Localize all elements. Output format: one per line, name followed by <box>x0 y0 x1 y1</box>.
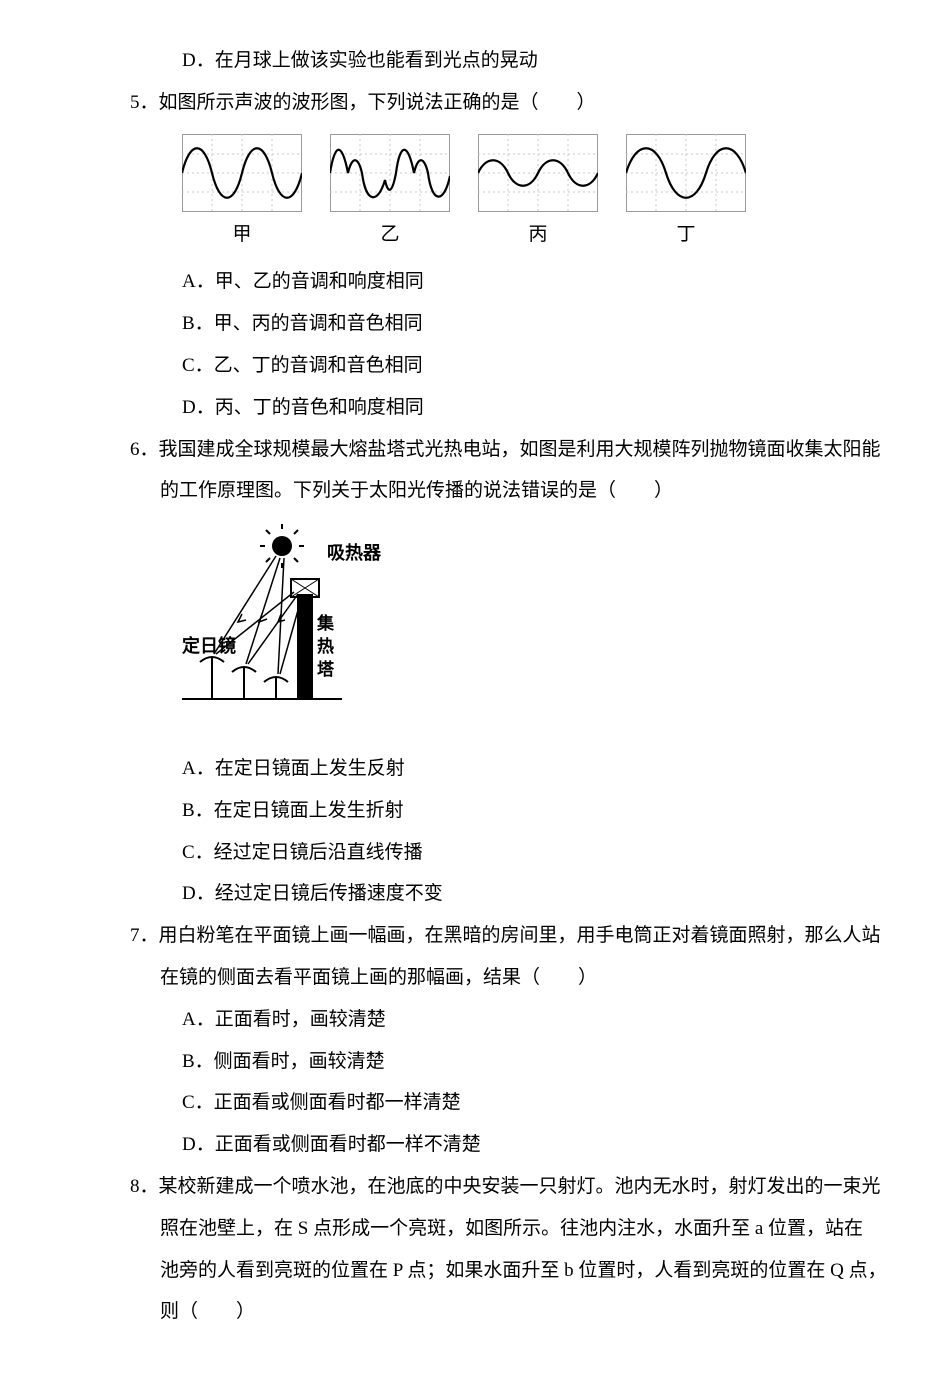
tower-label-2: 热 <box>317 636 334 656</box>
tower-icon <box>297 594 313 699</box>
q7-option-b-text: B．侧面看时，画较清楚 <box>182 1051 385 1072</box>
q8-stem1-text: 8．某校新建成一个喷水池，在池底的中央安装一只射灯。池内无水时，射灯发出的一束光 <box>130 1176 881 1197</box>
q6-stem-line1: 6．我国建成全球规模最大熔盐塔式光热电站，如图是利用大规模阵列抛物镜面收集太阳能 <box>130 429 950 471</box>
q6-option-c-text: C．经过定日镜后沿直线传播 <box>182 842 423 863</box>
q7-stem1-text: 7．用白粉笔在平面镜上画一幅画，在黑暗的房间里，用手电筒正对着镜面照射，那么人站 <box>130 925 881 946</box>
wave-bing-svg <box>478 134 598 212</box>
wave-ding-svg <box>626 134 746 212</box>
reflected-rays <box>216 592 302 674</box>
q6-stem-line2: 的工作原理图。下列关于太阳光传播的说法错误的是（ ） <box>130 470 950 512</box>
q5-option-a-text: A．甲、乙的音调和响度相同 <box>182 271 424 292</box>
q6-option-d: D．经过定日镜后传播速度不变 <box>130 873 950 915</box>
q4-option-d-text: D．在月球上做该实验也能看到光点的晃动 <box>182 50 538 71</box>
q5-option-b-text: B．甲、丙的音调和音色相同 <box>182 313 423 334</box>
q6-option-d-text: D．经过定日镜后传播速度不变 <box>182 883 443 904</box>
q6-option-a-text: A．在定日镜面上发生反射 <box>182 758 405 779</box>
q5-waveforms: 甲 乙 <box>130 134 950 256</box>
wave-bing-label: 丙 <box>528 214 547 256</box>
q7-option-c-text: C．正面看或侧面看时都一样清楚 <box>182 1092 461 1113</box>
q8-stem-line2: 照在池壁上，在 S 点形成一个亮斑，如图所示。往池内注水，水面升至 a 位置，站… <box>130 1208 950 1250</box>
wave-bing: 丙 <box>478 134 598 256</box>
heliostat-icon <box>200 657 288 699</box>
absorber-label: 吸热器 <box>327 542 382 563</box>
q6-stem1-text: 6．我国建成全球规模最大熔盐塔式光热电站，如图是利用大规模阵列抛物镜面收集太阳能 <box>130 439 881 460</box>
wave-yi-svg <box>330 134 450 212</box>
q6-stem2-text: 的工作原理图。下列关于太阳光传播的说法错误的是（ ） <box>160 480 673 501</box>
q5-stem-text: 5．如图所示声波的波形图，下列说法正确的是（ ） <box>130 92 596 113</box>
q8-stem4-text: 则（ ） <box>160 1301 255 1322</box>
q6-option-b-text: B．在定日镜面上发生折射 <box>182 800 404 821</box>
q8-stem-line1: 8．某校新建成一个喷水池，在池底的中央安装一只射灯。池内无水时，射灯发出的一束光 <box>130 1166 950 1208</box>
wave-yi: 乙 <box>330 134 450 256</box>
q5-option-d-text: D．丙、丁的音色和响度相同 <box>182 397 424 418</box>
tower-label-1: 集 <box>316 613 335 633</box>
q5-stem: 5．如图所示声波的波形图，下列说法正确的是（ ） <box>130 82 950 124</box>
q7-option-c: C．正面看或侧面看时都一样清楚 <box>130 1082 950 1124</box>
q5-option-c-text: C．乙、丁的音调和音色相同 <box>182 355 423 376</box>
q5-option-a: A．甲、乙的音调和响度相同 <box>130 261 950 303</box>
wave-yi-label: 乙 <box>380 214 399 256</box>
q6-option-c: C．经过定日镜后沿直线传播 <box>130 832 950 874</box>
q8-stem-line4: 则（ ） <box>130 1291 950 1333</box>
q5-option-c: C．乙、丁的音调和音色相同 <box>130 345 950 387</box>
q7-option-d: D．正面看或侧面看时都一样不清楚 <box>130 1124 950 1166</box>
wave-jia-svg <box>182 134 302 212</box>
q6-option-b: B．在定日镜面上发生折射 <box>130 790 950 832</box>
wave-jia: 甲 <box>182 134 302 256</box>
q6-option-a: A．在定日镜面上发生反射 <box>130 748 950 790</box>
tower-label-3: 塔 <box>317 659 335 679</box>
incident-rays <box>214 556 285 674</box>
wave-ding: 丁 <box>626 134 746 256</box>
q6-diagram: 吸热器 定日镜 集 热 塔 <box>130 524 950 740</box>
sun-icon <box>260 524 304 568</box>
q7-option-b: B．侧面看时，画较清楚 <box>130 1041 950 1083</box>
q7-option-a-text: A．正面看时，画较清楚 <box>182 1009 386 1030</box>
q5-option-d: D．丙、丁的音色和响度相同 <box>130 387 950 429</box>
q7-stem-line2: 在镜的侧面去看平面镜上画的那幅画，结果（ ） <box>130 957 950 999</box>
q7-option-a: A．正面看时，画较清楚 <box>130 999 950 1041</box>
mirror-label: 定日镜 <box>182 635 236 656</box>
q4-option-d: D．在月球上做该实验也能看到光点的晃动 <box>130 40 950 82</box>
q8-stem3-text: 池旁的人看到亮斑的位置在 P 点；如果水面升至 b 位置时，人看到亮斑的位置在 … <box>160 1260 887 1281</box>
wave-ding-label: 丁 <box>676 214 695 256</box>
q5-option-b: B．甲、丙的音调和音色相同 <box>130 303 950 345</box>
q7-option-d-text: D．正面看或侧面看时都一样不清楚 <box>182 1134 481 1155</box>
q8-stem-line3: 池旁的人看到亮斑的位置在 P 点；如果水面升至 b 位置时，人看到亮斑的位置在 … <box>130 1250 950 1292</box>
q8-stem2-text: 照在池壁上，在 S 点形成一个亮斑，如图所示。往池内注水，水面升至 a 位置，站… <box>160 1218 863 1239</box>
wave-jia-label: 甲 <box>232 214 251 256</box>
q7-stem-line1: 7．用白粉笔在平面镜上画一幅画，在黑暗的房间里，用手电筒正对着镜面照射，那么人站 <box>130 915 950 957</box>
q6-diagram-svg: 吸热器 定日镜 集 热 塔 <box>182 524 402 724</box>
q7-stem2-text: 在镜的侧面去看平面镜上画的那幅画，结果（ ） <box>160 967 597 988</box>
